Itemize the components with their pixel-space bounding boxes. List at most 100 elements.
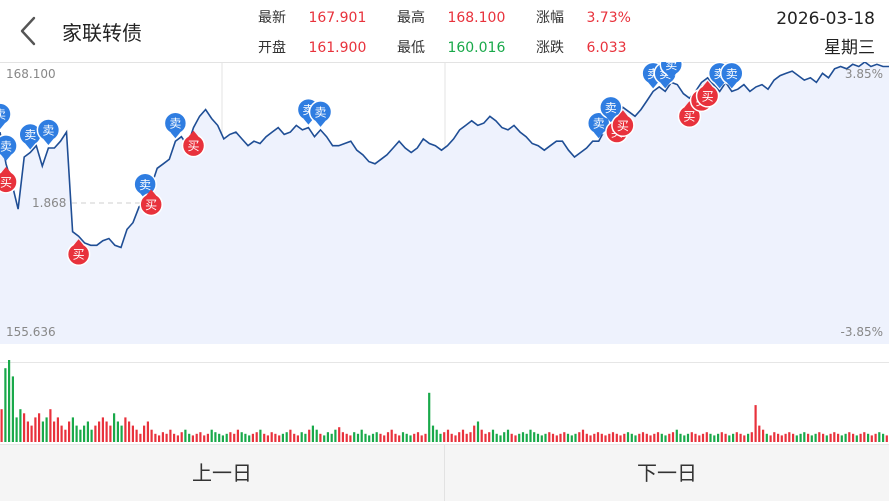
- volume-bar: [626, 432, 630, 442]
- volume-bar: [173, 433, 176, 442]
- volume-bar: [773, 432, 776, 442]
- back-arrow-icon[interactable]: [14, 14, 44, 48]
- volume-bar: [867, 433, 870, 442]
- volume-bar: [191, 435, 194, 442]
- volume-bar: [555, 435, 558, 442]
- volume-bar: [356, 433, 360, 442]
- volume-bar: [154, 433, 157, 442]
- volume-bar: [525, 433, 528, 442]
- marker-label: 卖: [315, 105, 327, 119]
- volume-bar: [176, 435, 179, 442]
- sell-marker[interactable]: 卖: [599, 95, 623, 123]
- next-day-button[interactable]: 下一日: [637, 461, 697, 485]
- marker-label: 卖: [139, 178, 151, 192]
- volume-bar: [623, 433, 626, 442]
- marker-label: 买: [617, 119, 629, 133]
- volume-bar: [720, 432, 723, 442]
- volume-bar: [274, 433, 277, 442]
- sell-marker[interactable]: 卖: [0, 102, 12, 130]
- volume-bar: [855, 435, 858, 442]
- volume-bar: [840, 435, 843, 442]
- volume-bar: [848, 432, 851, 442]
- volume-bar: [413, 433, 416, 442]
- volume-bar: [653, 433, 656, 442]
- volume-bar: [398, 435, 401, 442]
- volume-bar: [634, 435, 637, 442]
- volume-bar: [829, 433, 832, 442]
- volume-bar: [548, 432, 551, 442]
- pct-bottom-label: -3.85%: [840, 325, 883, 339]
- sell-marker[interactable]: 卖: [0, 134, 18, 161]
- volume-bar: [503, 432, 506, 442]
- volume-bar: [263, 433, 266, 442]
- low-value: 160.016: [447, 40, 506, 56]
- marker-label: 卖: [0, 139, 12, 153]
- volume-bar: [428, 392, 431, 442]
- volume-bar: [0, 409, 3, 442]
- sell-marker[interactable]: 卖: [308, 100, 333, 127]
- sell-marker[interactable]: 卖: [720, 62, 744, 89]
- buy-marker[interactable]: 买: [0, 166, 18, 194]
- volume-bar: [41, 421, 44, 442]
- volume-bar: [578, 432, 581, 442]
- marker-label: 买: [145, 198, 157, 212]
- volume-bar: [488, 432, 491, 442]
- volume-bar: [506, 429, 510, 442]
- sell-marker[interactable]: 卖: [18, 122, 42, 150]
- buy-marker[interactable]: 买: [66, 239, 91, 266]
- volume-bar: [596, 432, 600, 442]
- volume-bar: [521, 432, 525, 442]
- volume-bar: [762, 429, 765, 442]
- marker-label: 卖: [726, 67, 738, 81]
- volume-bar: [589, 435, 592, 442]
- volume-bar: [405, 433, 408, 442]
- volume-bar: [792, 433, 795, 442]
- volume-bar: [289, 429, 292, 442]
- volume-bar: [360, 429, 363, 442]
- volume-bar: [859, 433, 862, 442]
- volume-bar: [803, 432, 806, 442]
- header: 家联转债 最新 167.901 最高 168.100 涨幅 3.73% 开盘 1…: [0, 0, 889, 62]
- volume-bar: [536, 433, 540, 442]
- marker-label: 买: [0, 175, 12, 189]
- volume-bar: [469, 432, 472, 442]
- volume-bar: [60, 425, 63, 442]
- volume-bar: [304, 433, 307, 442]
- volume-bar: [491, 429, 495, 442]
- sell-marker[interactable]: 卖: [36, 118, 61, 145]
- volume-bar: [278, 435, 281, 442]
- volume-bar: [158, 435, 161, 442]
- volume-bar: [484, 433, 487, 442]
- volume-bar: [244, 433, 247, 442]
- intraday-price-chart[interactable]: 卖卖买卖卖买卖买卖买卖卖卖卖买买卖卖卖买买买卖卖: [0, 62, 889, 344]
- volume-bar: [698, 435, 701, 442]
- volume-bar: [717, 433, 720, 442]
- volume-bar: [679, 433, 682, 442]
- quote-open: 开盘 161.900: [258, 37, 366, 57]
- sell-marker[interactable]: 卖: [133, 172, 157, 200]
- sell-marker[interactable]: 卖: [586, 111, 611, 139]
- buy-marker[interactable]: 买: [181, 130, 206, 158]
- volume-bar: [608, 433, 611, 442]
- volume-bar: [383, 435, 386, 442]
- volume-bar: [656, 432, 660, 442]
- volume-bar: [184, 429, 187, 442]
- volume-bar: [165, 433, 168, 442]
- sell-marker[interactable]: 卖: [163, 111, 188, 139]
- buy-marker[interactable]: 买: [139, 189, 163, 217]
- volume-bar: [83, 425, 86, 442]
- volume-bar: [218, 433, 221, 442]
- buy-marker[interactable]: 买: [611, 110, 635, 138]
- volume-bar: [833, 432, 836, 442]
- sell-marker[interactable]: 卖: [659, 62, 684, 80]
- volume-bar: [364, 433, 367, 442]
- buy-marker[interactable]: 买: [695, 80, 720, 108]
- prev-day-button[interactable]: 上一日: [192, 461, 252, 485]
- volume-bar: [844, 433, 847, 442]
- price-area: [0, 62, 889, 344]
- quote-high: 最高 168.100: [397, 7, 505, 27]
- volume-bar: [619, 435, 622, 442]
- volume-bar: [90, 429, 93, 442]
- volume-bar: [735, 432, 738, 442]
- volume-bar: [214, 432, 217, 442]
